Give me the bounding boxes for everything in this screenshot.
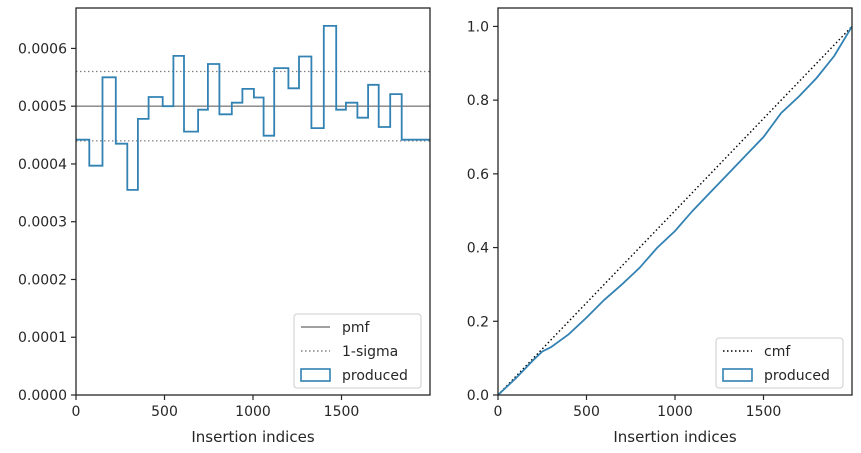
y-tick-label: 0.0 — [467, 388, 489, 404]
y-tick-label: 0.0000 — [18, 388, 67, 404]
x-tick-label: 500 — [151, 404, 178, 420]
y-tick-label: 0.0006 — [18, 41, 67, 57]
y-tick-label: 0.0004 — [18, 157, 67, 173]
x-tick-label: 1000 — [657, 404, 693, 420]
y-tick-label: 0.6 — [467, 167, 489, 183]
x-axis-label: Insertion indices — [613, 428, 736, 446]
legend-label: produced — [764, 368, 830, 384]
x-axis-label: Insertion indices — [191, 428, 314, 446]
pmf-panel: 0 500 1000 1500 0.0000 0.0001 0.0002 0.0003 0.00… — [18, 7, 431, 446]
legend-label: cmf — [764, 344, 791, 360]
y-tick-label: 0.8 — [467, 93, 489, 109]
legend: cmf produced — [715, 337, 844, 389]
series-produced-line — [76, 24, 430, 191]
x-tick-label: 0 — [494, 404, 503, 420]
y-tick-label: 0.0003 — [18, 215, 67, 231]
y-tick-label: 0.2 — [467, 314, 489, 330]
legend-label: pmf — [342, 320, 371, 336]
y-tick-label: 0.0001 — [18, 330, 67, 346]
x-tick-label: 1000 — [235, 404, 271, 420]
x-tick-label: 0 — [72, 404, 81, 420]
x-tick-label: 500 — [573, 404, 600, 420]
x-tick-label: 1500 — [746, 404, 782, 420]
series-produced-line — [498, 25, 852, 395]
y-tick-label: 0.4 — [467, 241, 489, 257]
legend-label: produced — [342, 368, 408, 384]
legend: pmf 1-sigma produced — [293, 313, 422, 389]
legend-swatch-patch — [722, 368, 753, 382]
plot-area — [498, 25, 852, 395]
series-cmf-line — [498, 25, 852, 395]
x-tick-label: 1500 — [324, 404, 360, 420]
plot-area — [76, 24, 430, 191]
axes-frame — [497, 7, 853, 396]
y-tick-label: 1.0 — [467, 19, 489, 35]
y-tick-label: 0.0005 — [18, 99, 67, 115]
y-tick-label: 0.0002 — [18, 272, 67, 288]
legend-label: 1-sigma — [342, 344, 398, 360]
legend-swatch-patch — [300, 368, 331, 382]
cmf-panel: 0 500 1000 1500 0.0 0.2 0.4 0.6 0.8 1.0 Insertion … — [467, 7, 853, 446]
